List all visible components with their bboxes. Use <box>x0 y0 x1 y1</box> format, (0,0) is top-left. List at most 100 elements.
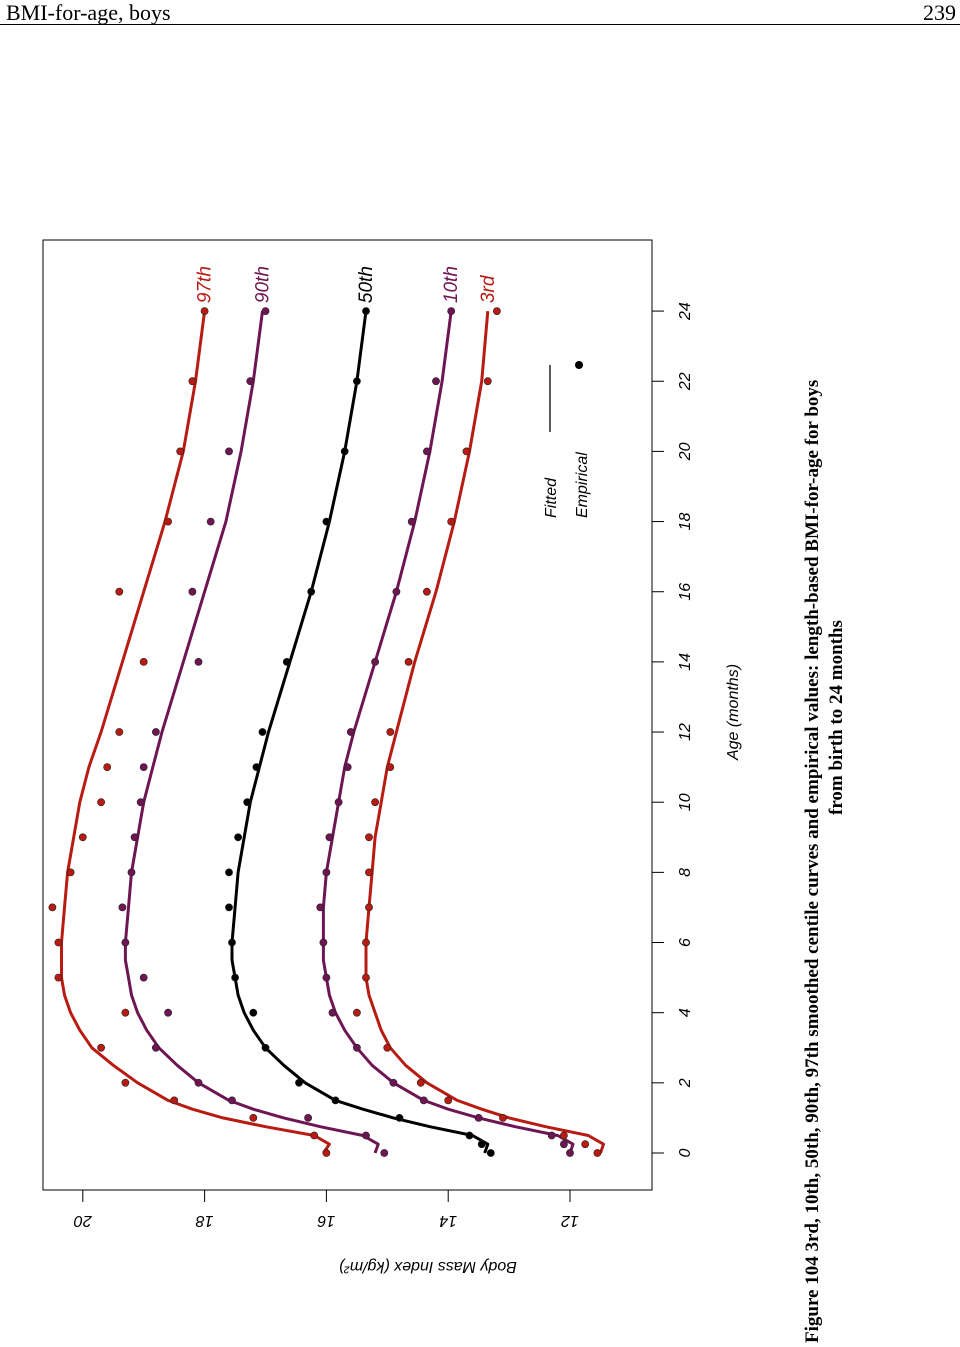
empirical-point-50th <box>261 1043 270 1052</box>
empirical-point-3rd <box>371 798 379 807</box>
empirical-point-50th <box>234 833 242 842</box>
fitted-curve-50th <box>230 310 490 1154</box>
empirical-point-97th <box>139 658 148 666</box>
empirical-point-90th <box>261 307 270 315</box>
empirical-point-90th <box>228 1096 236 1105</box>
legend: Fitted Empirical <box>543 361 591 518</box>
empirical-point-90th <box>151 1043 160 1052</box>
running-title: BMI-for-age, boys <box>6 0 171 25</box>
figure-caption-line-1: Figure 104 3rd, 10th, 50th, 90th, 97th s… <box>802 380 823 1343</box>
x-tick-label: 2 <box>677 1078 694 1088</box>
empirical-point-10th <box>334 798 343 807</box>
x-tick-label: 16 <box>677 583 694 601</box>
page-number: 239 <box>923 0 956 25</box>
empirical-point-97th <box>322 1149 331 1157</box>
empirical-point-10th <box>322 973 331 982</box>
empirical-point-90th <box>136 798 145 807</box>
empirical-point-50th <box>231 973 239 982</box>
empirical-point-90th <box>225 447 233 456</box>
empirical-point-50th <box>225 868 233 877</box>
empirical-point-90th <box>380 1149 389 1157</box>
fitted-curve-10th <box>321 310 575 1154</box>
empirical-point-90th <box>139 763 148 771</box>
empirical-point-97th <box>310 1131 319 1140</box>
fitted-curve-3rd <box>364 310 605 1154</box>
x-tick-label: 12 <box>677 723 694 741</box>
empirical-point-3rd <box>365 868 373 877</box>
empirical-point-50th <box>465 1131 474 1140</box>
empirical-point-3rd <box>444 1096 453 1105</box>
empirical-point-10th <box>328 1008 337 1017</box>
y-tick-label: 18 <box>196 1212 214 1229</box>
fitted-curve-97th <box>60 310 331 1154</box>
empirical-point-10th <box>322 868 331 877</box>
empirical-point-50th <box>295 1078 303 1087</box>
legend-fitted-label: Fitted <box>543 477 560 518</box>
fitted-curve-90th <box>123 310 380 1154</box>
x-tick-label: 6 <box>677 938 694 947</box>
empirical-point-90th <box>206 517 215 526</box>
empirical-point-97th <box>115 728 124 736</box>
empirical-point-50th <box>486 1149 495 1157</box>
empirical-point-97th <box>176 447 185 456</box>
empirical-point-3rd <box>362 973 370 982</box>
empirical-point-10th <box>422 447 431 456</box>
empirical-point-90th <box>362 1131 370 1140</box>
legend-empirical-label: Empirical <box>574 452 591 518</box>
empirical-point-10th <box>447 307 456 315</box>
empirical-point-3rd <box>386 763 395 771</box>
empirical-point-90th <box>304 1114 312 1122</box>
empirical-point-10th <box>419 1096 428 1105</box>
empirical-point-97th <box>249 1114 258 1122</box>
empirical-point-10th <box>432 377 440 386</box>
empirical-point-10th <box>371 658 379 666</box>
empirical-point-3rd <box>365 833 373 842</box>
empirical-point-90th <box>121 938 130 947</box>
x-tick-label: 24 <box>677 302 694 321</box>
centile-label-10th: 10th <box>441 266 462 303</box>
empirical-point-3rd <box>386 728 395 736</box>
empirical-point-3rd <box>581 1140 590 1149</box>
empirical-point-3rd <box>483 377 492 386</box>
empirical-point-10th <box>566 1149 574 1157</box>
empirical-point-10th <box>547 1131 556 1140</box>
x-tick-label: 22 <box>677 372 694 391</box>
x-tick-label: 4 <box>677 1008 694 1017</box>
empirical-point-10th <box>352 1043 361 1052</box>
empirical-point-3rd <box>352 1008 361 1017</box>
empirical-point-50th <box>228 938 236 947</box>
empirical-point-10th <box>474 1114 483 1122</box>
empirical-point-3rd <box>593 1149 602 1157</box>
centile-label-90th: 90th <box>252 266 273 303</box>
empirical-point-3rd <box>422 587 431 596</box>
y-tick-label: 12 <box>561 1212 579 1229</box>
empirical-point-90th <box>164 1008 172 1017</box>
x-axis-title: Age (months) <box>725 664 742 761</box>
x-tick-label: 18 <box>677 513 694 531</box>
empirical-point-3rd <box>362 938 370 947</box>
empirical-point-3rd <box>499 1114 507 1122</box>
empirical-point-97th <box>48 903 57 912</box>
empirical-point-97th <box>78 833 87 842</box>
empirical-point-50th <box>352 377 361 386</box>
empirical-point-50th <box>307 587 316 596</box>
empirical-point-50th <box>331 1096 340 1105</box>
empirical-point-50th <box>282 658 291 666</box>
empirical-point-10th <box>407 517 416 526</box>
empirical-point-90th <box>188 587 197 596</box>
header-rule <box>0 24 960 25</box>
empirical-point-3rd <box>492 307 501 315</box>
empirical-point-97th <box>164 517 172 526</box>
empirical-point-97th <box>115 587 124 596</box>
empirical-point-10th <box>389 1078 398 1087</box>
empirical-point-97th <box>200 307 209 315</box>
empirical-point-3rd <box>462 447 471 456</box>
x-tick-label: 8 <box>677 868 694 877</box>
empirical-point-90th <box>127 868 136 877</box>
empirical-point-10th <box>560 1140 568 1149</box>
empirical-point-10th <box>392 587 401 596</box>
empirical-point-50th <box>258 728 267 736</box>
legend-empirical-dot <box>575 361 583 369</box>
empirical-point-10th <box>343 763 352 771</box>
